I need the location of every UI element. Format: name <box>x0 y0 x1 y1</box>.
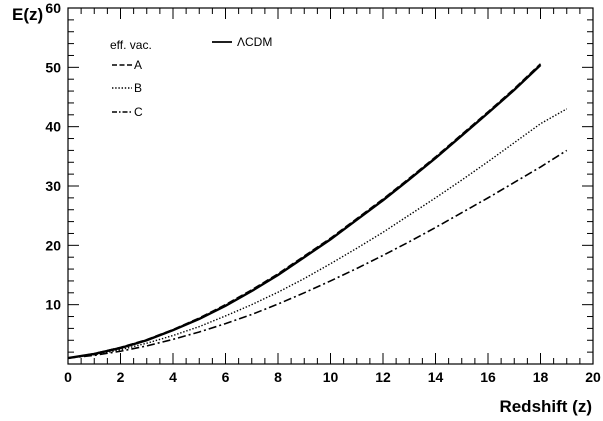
x-tick-label: 8 <box>274 369 282 385</box>
x-tick-label: 0 <box>64 369 72 385</box>
series-line-1 <box>67 63 542 359</box>
x-tick-label: 2 <box>117 369 125 385</box>
x-tick-label: 4 <box>169 369 177 385</box>
series-line-3 <box>67 149 568 359</box>
axes-layer: 0 2 4 6 8 10 12 14 16 18 20 10 20 30 40 50 60 <box>45 0 601 385</box>
x-tick-label: 10 <box>323 369 339 385</box>
series-layer <box>67 63 568 360</box>
y-axis-title: E(z) <box>12 5 43 24</box>
y-tick-label: 10 <box>45 297 61 313</box>
x-tick-label: 14 <box>428 369 444 385</box>
plot-frame <box>67 7 594 365</box>
y-tick-label: 20 <box>45 237 61 253</box>
x-tick-label: 12 <box>375 369 391 385</box>
x-axis-title: Redshift (z) <box>499 397 592 416</box>
x-tick-label: 16 <box>480 369 496 385</box>
y-tick-label: 60 <box>45 0 61 16</box>
legend-entry-label: ΛCDM <box>237 35 272 49</box>
y-tick-label: 50 <box>45 59 61 75</box>
series-line-2 <box>67 108 568 359</box>
x-tick-label: 20 <box>585 369 601 385</box>
y-tick-label: 30 <box>45 178 61 194</box>
legend-entry-label: A <box>134 58 142 72</box>
x-tick-label: 18 <box>533 369 549 385</box>
legend: eff. vac. ΛCDM ABC <box>110 35 272 119</box>
legend-title: eff. vac. <box>110 38 152 52</box>
y-tick-label: 40 <box>45 119 61 135</box>
legend-entry-label: B <box>134 81 142 95</box>
legend-entry-label: C <box>134 105 143 119</box>
x-tick-label: 6 <box>222 369 230 385</box>
